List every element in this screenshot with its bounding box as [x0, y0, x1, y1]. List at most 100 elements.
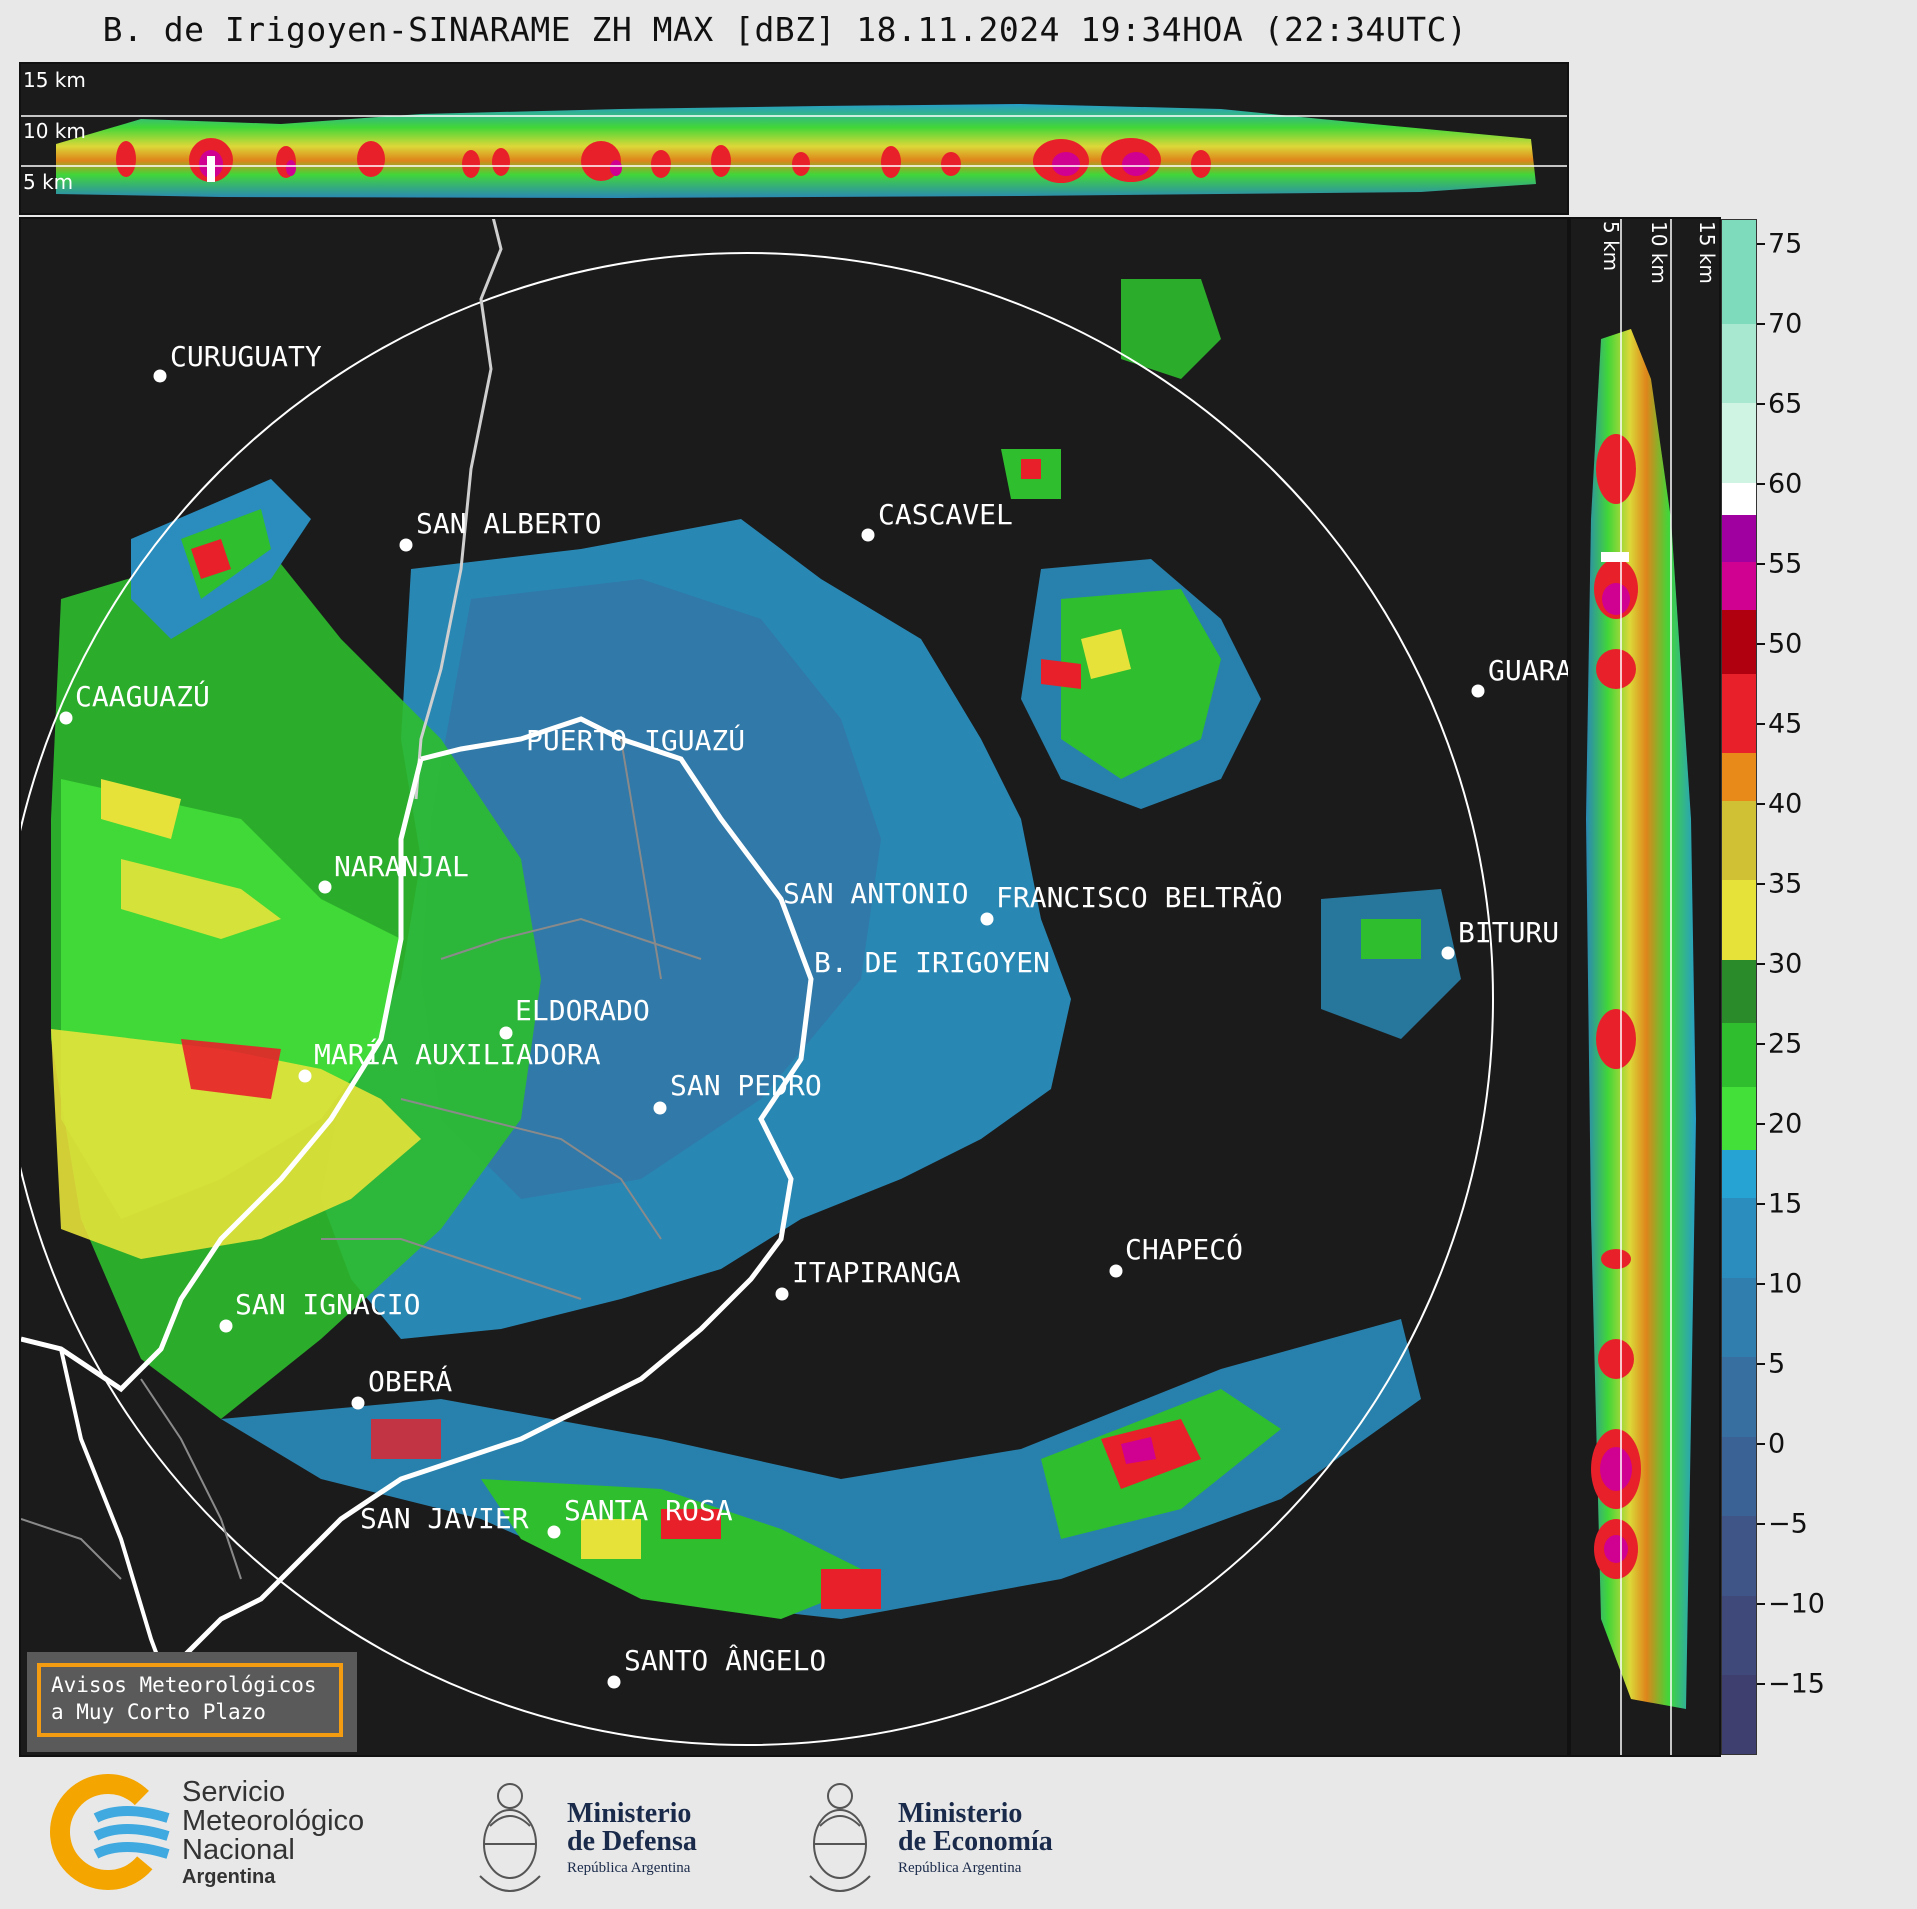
colorbar-tick-35: 35: [1768, 868, 1803, 900]
colorbar-tick-5: 5: [1768, 1348, 1786, 1380]
colorbar-tick-45: 45: [1768, 708, 1803, 740]
tick-mark: [1757, 1523, 1765, 1525]
side-altitude-label-15km: 15 km: [1695, 221, 1719, 284]
tick-mark: [1757, 1043, 1765, 1045]
defensa-logo-text: Ministerio de Defensa República Argentin…: [567, 1800, 697, 1880]
colorbar-tick-10: 10: [1768, 1268, 1803, 1300]
colorbar-tick-25: 25: [1768, 1028, 1803, 1060]
tick-mark: [1757, 1363, 1765, 1365]
colorbar-segment: [1722, 800, 1756, 881]
colorbar-tick-15: 15: [1768, 1188, 1803, 1220]
colorbar-tick-60: 60: [1768, 468, 1803, 500]
city-label-b-de-irigoyen: B. DE IRIGOYEN: [814, 946, 1051, 979]
city-label-san-javier: SAN JAVIER: [360, 1502, 529, 1535]
colorbar-segment: [1722, 1436, 1756, 1517]
city-dot-curuguaty: [153, 369, 167, 383]
city-label-cascavel: CASCAVEL: [878, 498, 1013, 531]
province-borders: [21, 738, 702, 1580]
colorbar-tick-30: 30: [1768, 948, 1803, 980]
city-label-naranjal: NARANJAL: [334, 850, 469, 883]
footer-logos: Servicio Meteorológico Nacional Argentin…: [0, 1762, 1917, 1909]
altitude-label-15km: 15 km: [23, 68, 86, 92]
economia-coat-of-arms-icon: [809, 1783, 871, 1892]
city-label-guara: GUARA: [1488, 654, 1568, 687]
tick-mark: [1757, 243, 1765, 245]
tick-mark: [1757, 483, 1765, 485]
colorbar: [1721, 219, 1757, 1755]
colorbar-tick-75: 75: [1768, 228, 1803, 260]
city-dot-santa-rosa: [547, 1525, 561, 1539]
smn-line-3: Nacional: [182, 1834, 295, 1866]
colorbar-segment: [1722, 323, 1756, 404]
side-altitude-label-10km: 10 km: [1647, 221, 1671, 284]
tick-mark: [1757, 883, 1765, 885]
city-label-eldorado: ELDORADO: [515, 994, 650, 1027]
colorbar-tick-minus5: −5: [1768, 1508, 1808, 1540]
colorbar-segment: [1722, 959, 1756, 1024]
defensa-line-3: República Argentina: [567, 1860, 691, 1876]
city-dot-eldorado: [499, 1026, 513, 1040]
colorbar-segment: [1722, 1674, 1756, 1755]
city-label-bituru: BITURU: [1458, 916, 1560, 949]
city-label-san-ignacio: SAN IGNACIO: [235, 1288, 421, 1321]
city-label-chapeco: CHAPECÓ: [1125, 1233, 1244, 1266]
smn-logo-icon: [50, 1774, 170, 1890]
city-label-maria-auxiliadora: MARÍA AUXILIADORA: [314, 1038, 601, 1071]
city-dot-caaguazu: [59, 711, 73, 725]
colorbar-segment: [1722, 1595, 1756, 1675]
colorbar-segment: [1722, 1356, 1756, 1437]
city-label-curuguaty: CURUGUATY: [170, 340, 322, 373]
colorbar-segment: [1722, 561, 1756, 610]
city-dot-obera: [351, 1396, 365, 1410]
map-title: B. de Irigoyen-SINARAME ZH MAX [dBZ] 18.…: [102, 10, 1468, 49]
colorbar-tick-minus10: −10: [1768, 1588, 1825, 1620]
smn-logo-text: Servicio Meteorológico Nacional Argentin…: [182, 1778, 364, 1889]
city-dot-san-ignacio: [219, 1319, 233, 1333]
tick-mark: [1757, 1443, 1765, 1445]
border-argentina-paraguay: [21, 758, 424, 1393]
tick-mark: [1757, 803, 1765, 805]
tick-mark: [1757, 1283, 1765, 1285]
defensa-line-2: de Defensa: [567, 1826, 697, 1857]
echo-yellow-west: [51, 1029, 421, 1259]
tick-mark: [1757, 723, 1765, 725]
colorbar-segment: [1722, 673, 1756, 753]
colorbar-segment: [1722, 752, 1756, 801]
border-argentina-brazil: [109, 716, 814, 1741]
colorbar-segment: [1722, 1022, 1756, 1087]
city-dot-itapiranga: [775, 1287, 789, 1301]
tick-mark: [1757, 963, 1765, 965]
alert-line-2: a Muy Corto Plazo: [51, 1700, 266, 1724]
tick-mark: [1757, 403, 1765, 405]
economia-line-3: República Argentina: [898, 1860, 1022, 1876]
colorbar-segment: [1722, 1277, 1756, 1358]
city-dot-maria-auxiliadora: [298, 1069, 312, 1083]
altitude-label-10km: 10 km: [23, 119, 86, 143]
tick-mark: [1757, 1603, 1765, 1605]
colorbar-tick-0: 0: [1768, 1428, 1786, 1460]
tick-mark: [1757, 323, 1765, 325]
defensa-line-1: Ministerio: [567, 1798, 692, 1829]
city-label-san-pedro: SAN PEDRO: [670, 1069, 822, 1102]
tick-mark: [1757, 1123, 1765, 1125]
colorbar-segment: [1722, 1197, 1756, 1278]
colorbar-segment: [1722, 1149, 1756, 1199]
side-altitude-label-5km: 5 km: [1599, 221, 1623, 272]
colorbar-tick-70: 70: [1768, 308, 1803, 340]
city-dot-cascavel: [861, 528, 875, 542]
economia-logo-text: Ministerio de Economía República Argenti…: [898, 1800, 1053, 1880]
city-dot-san-pedro: [653, 1101, 667, 1115]
top-cross-section-panel: 15 km 10 km 5 km: [19, 62, 1569, 215]
colorbar-segment: [1722, 879, 1756, 960]
economia-line-2: de Economía: [898, 1826, 1053, 1857]
city-dot-francisco-beltrao: [980, 912, 994, 926]
colorbar-tick-40: 40: [1768, 788, 1803, 820]
border-paraguay-brazil: [414, 219, 503, 800]
city-dot-bituru: [1441, 946, 1455, 960]
city-label-santa-rosa: SANTA ROSA: [564, 1494, 733, 1527]
tick-mark: [1757, 643, 1765, 645]
colorbar-tick-minus15: −15: [1768, 1668, 1825, 1700]
city-label-puerto-iguazu: PUERTO IGUAZÚ: [526, 724, 746, 757]
echo-south-band: [221, 1319, 1421, 1619]
side-cross-section-echoes: [1586, 219, 1696, 1755]
